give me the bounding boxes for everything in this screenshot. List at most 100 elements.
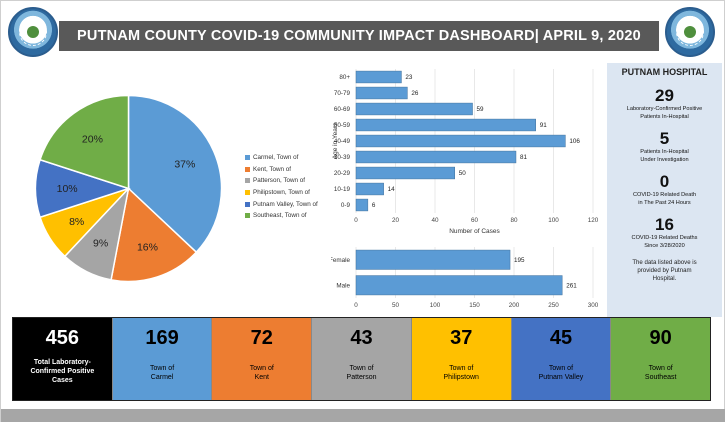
legend-swatch (245, 155, 250, 161)
note-line: The data listed above is (632, 259, 697, 266)
legend-label: Patterson, Town of (253, 177, 306, 185)
bar-data-label: 91 (540, 122, 548, 129)
legend-swatch (245, 166, 250, 172)
legend-swatch (245, 213, 250, 219)
pie-slice-label: 37% (174, 159, 195, 171)
tile-putnam-valley: 45 Town of Putnam Valley (511, 318, 612, 400)
dashboard-title: PUTNAM COUNTY COVID-19 COMMUNITY IMPACT … (59, 21, 659, 51)
legend-label: Kent, Town of (253, 165, 292, 173)
legend-swatch (245, 178, 250, 184)
y-category-label: 30-39 (334, 154, 351, 161)
y-category-label: Female (331, 257, 350, 264)
tile-label-line: Town of (249, 365, 274, 372)
tile-label-line: Total Laboratory- (33, 359, 91, 366)
bar (355, 166, 455, 180)
y-axis-label: Age in Years (332, 122, 339, 159)
tile-label: Town of Kent (250, 364, 274, 382)
x-tick-label: 200 (509, 302, 520, 309)
legend-item-philipstown: Philipstown, Town of (245, 187, 318, 199)
y-category-label: 60-69 (334, 106, 351, 113)
tile-label-line: Town of (449, 365, 474, 372)
tile-philipstown: 37 Town of Philipstown (411, 318, 512, 400)
stat-positive-in-hospital: 29 Laboratory-Confirmed Positive Patient… (607, 86, 722, 121)
stat-label-line: COVID-19 Related Death (632, 192, 697, 198)
x-tick-label: 250 (548, 302, 559, 309)
note-line: provided by Putnam (637, 267, 692, 274)
tile-value: 43 (350, 327, 373, 349)
hospital-title: PUTNAM HOSPITAL (621, 67, 708, 77)
pie-chart-svg: 37% 16% 9% 8% 10% 20% (34, 94, 223, 283)
x-tick-label: 0 (354, 217, 358, 224)
note-line: Hospital. (652, 275, 677, 282)
tile-label: Town of Patterson (347, 364, 377, 382)
tile-patterson: 43 Town of Patterson (312, 318, 412, 400)
tile-carmel: 169 Town of Carmel (112, 318, 213, 400)
y-category-label: 50-59 (334, 122, 351, 129)
bar-data-label: 195 (514, 257, 525, 264)
bar (355, 70, 402, 84)
legend-item-putnam-valley: Putnam Valley, Town of (245, 198, 318, 210)
stat-label: COVID-19 Related Death in The Past 24 Ho… (607, 192, 722, 207)
tile-label: Town of Putnam Valley (539, 364, 584, 382)
age-chart-svg: 0 20 40 60 80 100 120 80+ 23 70-79 26 60-69 59 50-59 9… (332, 69, 599, 235)
tile-label-line: Town of (150, 365, 175, 372)
tile-southeast: 90 Town of Southeast (611, 318, 711, 400)
sex-bar-chart: 0 50 100 150 200 250 300 Female 195 Male 261 (329, 246, 606, 312)
tile-value: 456 (45, 327, 80, 349)
bar (355, 150, 517, 164)
bar (355, 118, 536, 132)
tile-label: Town of Southeast (645, 364, 677, 382)
x-tick-label: 80 (510, 217, 518, 224)
tile-label-line: Confirmed Positive (30, 368, 95, 375)
x-tick-label: 40 (431, 217, 439, 224)
tile-label-line: Cases (52, 377, 73, 384)
tile-label-line: Southeast (644, 374, 677, 381)
tile-label-line: Philipstown (443, 374, 479, 381)
hospital-data-note: The data listed above is provided by Put… (607, 259, 722, 283)
tile-label-line: Town of (548, 365, 574, 372)
stat-label-line: Laboratory-Confirmed Positive (626, 106, 703, 112)
bar (355, 275, 563, 296)
tile-value: 37 (450, 327, 473, 349)
tile-label-line: Town of (648, 365, 673, 372)
tile-label-line: Carmel (150, 374, 174, 381)
bar-data-label: 81 (520, 154, 528, 161)
x-tick-label: 100 (548, 217, 559, 224)
bar (355, 182, 384, 196)
bar-data-label: 50 (459, 170, 467, 177)
county-seal-logo-left (8, 7, 58, 57)
bar (355, 102, 473, 116)
pie-slice (110, 187, 198, 283)
x-tick-label: 100 (430, 302, 441, 309)
bar-data-label: 106 (569, 138, 580, 145)
tile-total-cases: 456 Total Laboratory- Confirmed Positive… (13, 318, 113, 400)
y-category-label: 20-29 (334, 170, 351, 177)
y-category-label: Male (336, 282, 350, 289)
bar (355, 249, 511, 270)
county-seal-logo-right (665, 7, 715, 57)
pie-slice-label: 8% (69, 216, 84, 228)
x-tick-label: 300 (588, 302, 599, 309)
x-tick-label: 150 (469, 302, 480, 309)
legend-swatch (245, 201, 250, 207)
pie-slice (127, 94, 223, 254)
tile-label-line: Patterson (346, 374, 377, 381)
stat-value: 29 (655, 86, 674, 105)
stat-value: 16 (655, 215, 674, 234)
stat-under-investigation: 5 Patients In-Hospital Under Investigati… (607, 129, 722, 164)
stat-label-line: Under Investigation (640, 156, 689, 163)
legend-label: Philipstown, Town of (253, 189, 310, 197)
legend-label: Putnam Valley, Town of (253, 200, 318, 208)
age-bar-chart: 0 20 40 60 80 100 120 80+ 23 70-79 26 60-69 59 50-59 9… (331, 67, 606, 242)
stat-deaths-since: 16 COVID-19 Related Deaths Since 3/28/20… (607, 215, 722, 250)
stat-label: COVID-19 Related Deaths Since 3/28/2020 (607, 235, 722, 250)
legend-label: Carmel, Town of (253, 154, 299, 162)
tile-label-line: Kent (254, 374, 269, 381)
pie-slice (39, 94, 130, 190)
y-category-label: 0-9 (341, 202, 351, 209)
bar-data-label: 14 (388, 186, 396, 193)
bar-data-label: 23 (405, 74, 413, 81)
tile-value: 45 (549, 327, 573, 349)
pie-legend: Carmel, Town of Kent, Town of Patterson,… (245, 152, 318, 222)
